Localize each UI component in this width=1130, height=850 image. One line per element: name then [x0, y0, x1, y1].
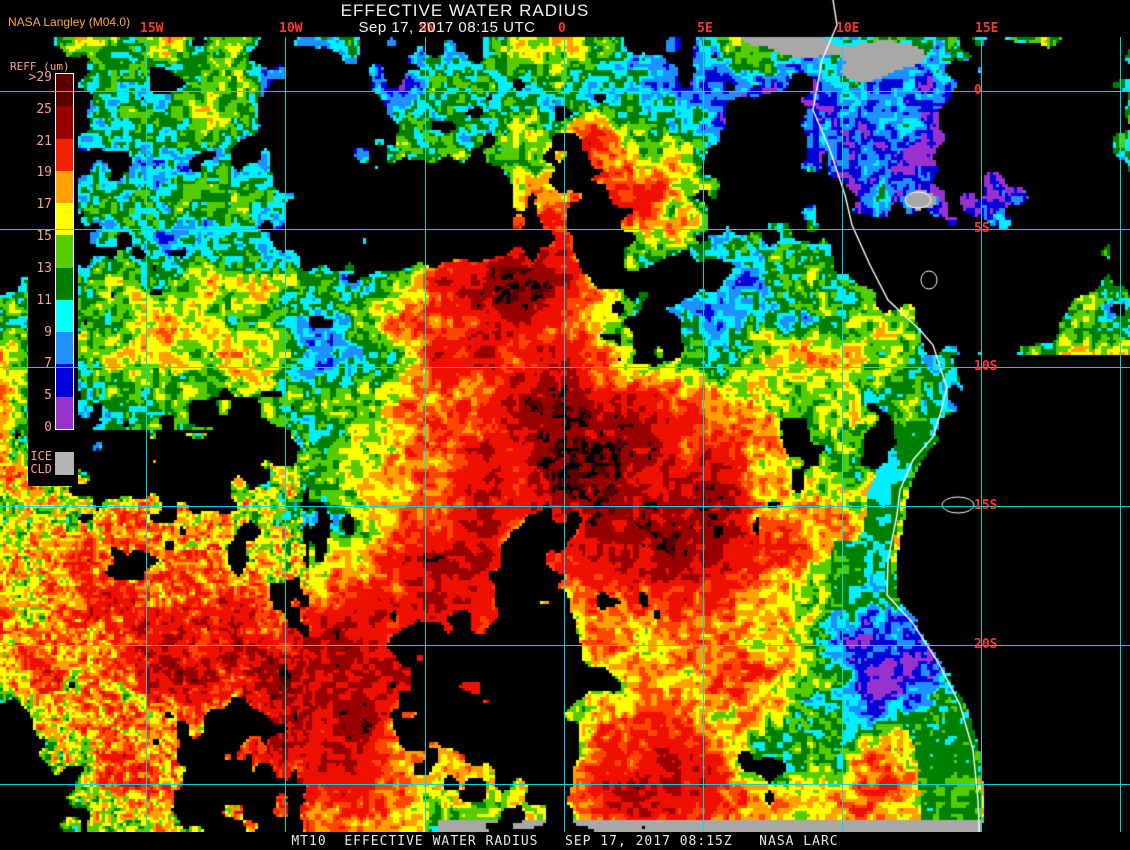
legend-ice-cld-label: CLD — [30, 462, 52, 476]
legend-colorbar — [55, 73, 74, 430]
parallel-gridline — [0, 784, 1130, 785]
longitude-label: 0 — [558, 21, 566, 36]
latitude-label: 0 — [974, 83, 982, 98]
legend-tick-label: >29 — [28, 70, 52, 85]
legend-segment — [56, 332, 73, 365]
legend-segment — [56, 203, 73, 236]
longitude-label: 5E — [697, 21, 713, 36]
source-credit: NASA Langley (M04.0) — [8, 15, 131, 29]
meridian-gridline — [981, 37, 982, 832]
legend-tick-label: 11 — [36, 292, 52, 308]
meridian-gridline — [1120, 37, 1121, 832]
longitude-label: 10E — [836, 21, 860, 36]
parallel-gridline — [0, 91, 1130, 92]
footer-bar — [0, 832, 1130, 850]
legend-tick-label: 13 — [36, 260, 52, 276]
legend-tick-label: 5 — [44, 388, 52, 404]
legend-tick-label: 7 — [44, 356, 52, 372]
legend-segment — [56, 364, 73, 397]
legend-ice-cld-swatch — [55, 452, 74, 475]
latitude-label: 10S — [974, 359, 998, 374]
legend-tick-label: 21 — [36, 133, 52, 149]
page-title: EFFECTIVE WATER RADIUS — [340, 1, 590, 20]
meridian-gridline — [842, 37, 843, 832]
legend-segment — [56, 396, 73, 429]
parallel-gridline — [0, 229, 1130, 230]
longitude-label: 5W — [419, 21, 435, 36]
meridian-gridline — [425, 37, 426, 832]
legend-title: REFF (um) — [10, 60, 70, 73]
legend-segment — [56, 170, 73, 204]
legend-tick-label: 19 — [36, 165, 52, 181]
legend-segment — [56, 106, 73, 139]
footer-caption: MT10 EFFECTIVE WATER RADIUS SEP 17, 2017… — [291, 834, 839, 849]
parallel-gridline — [0, 506, 1130, 507]
latitude-label: 15S — [974, 498, 998, 513]
parallel-gridline — [0, 645, 1130, 646]
legend-segment — [56, 138, 73, 171]
legend-segment — [56, 74, 73, 107]
longitude-label: 15E — [975, 21, 999, 36]
longitude-label: 15W — [140, 21, 164, 36]
latitude-label: 5S — [974, 221, 990, 236]
legend-tick-label: 0 — [44, 420, 52, 436]
meridian-gridline — [703, 37, 704, 832]
meridian-gridline — [146, 37, 147, 832]
legend-segment — [56, 235, 73, 268]
parallel-gridline — [0, 367, 1130, 368]
legend-tick-label: 17 — [36, 197, 52, 213]
latitude-label: 20S — [974, 637, 998, 652]
legend-tick-label: 15 — [36, 229, 52, 245]
legend-segment — [56, 299, 73, 333]
timestamp-subtitle: Sep 17, 2017 08:15 UTC — [358, 19, 536, 36]
longitude-label: 10W — [279, 21, 303, 36]
legend-ice-cld-label: ICE — [30, 449, 52, 463]
legend-tick-label: 25 — [36, 101, 52, 117]
legend-tick-label: 9 — [44, 324, 52, 340]
meridian-gridline — [285, 37, 286, 832]
meridian-gridline — [564, 37, 565, 832]
legend-segment — [56, 267, 73, 300]
